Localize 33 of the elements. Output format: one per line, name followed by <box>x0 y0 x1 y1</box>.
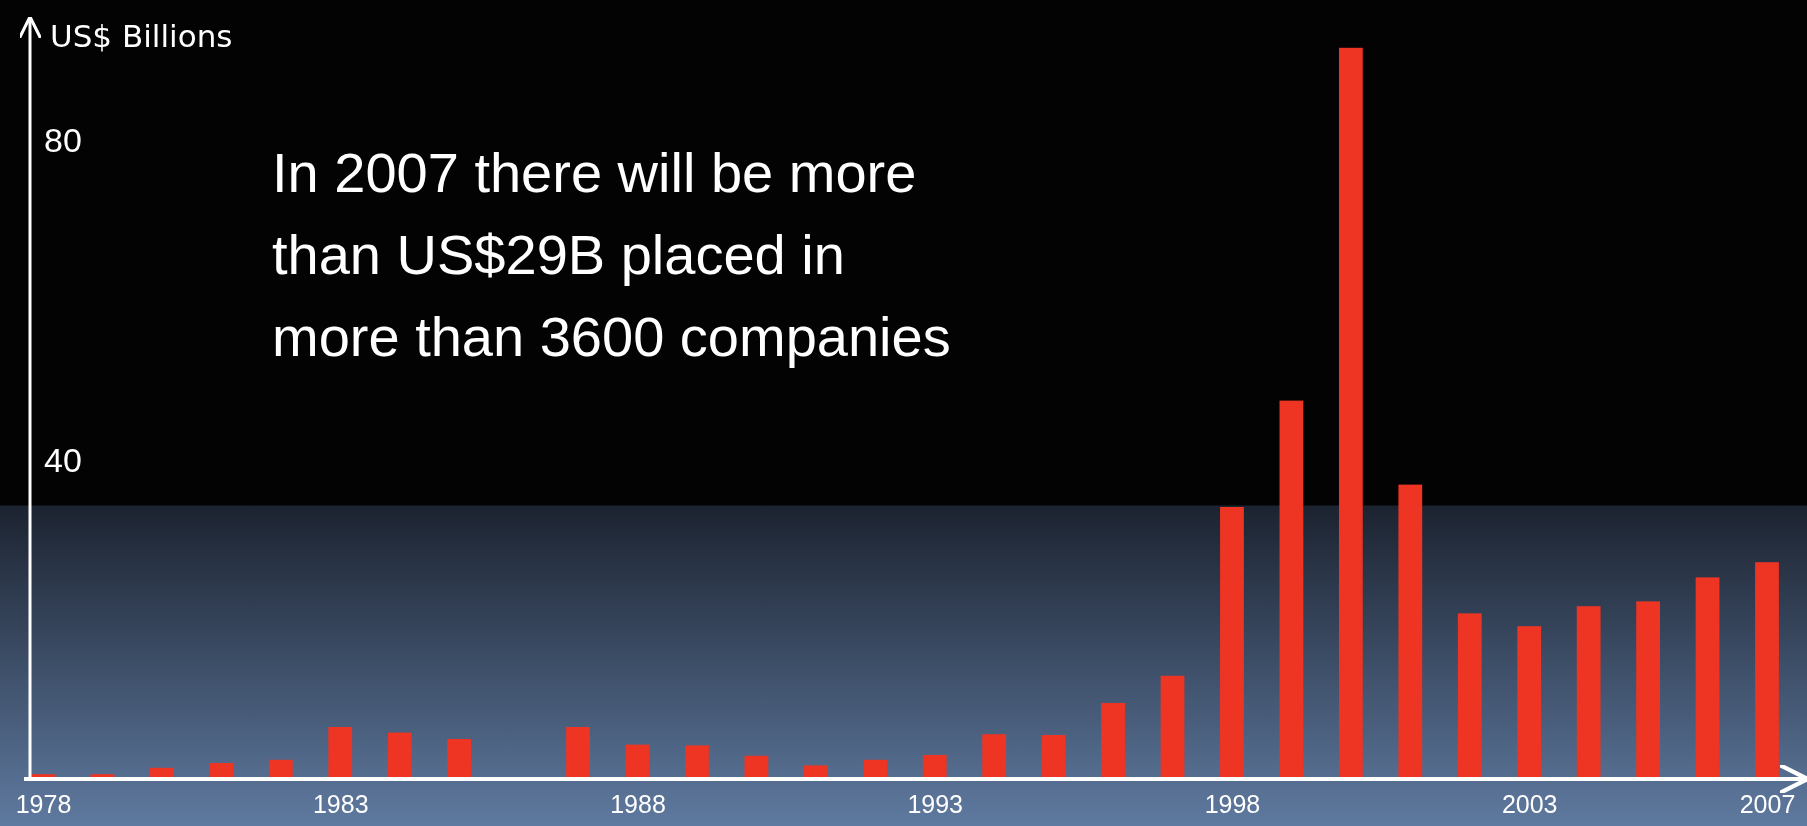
y-axis-title: US$ Billions <box>50 18 233 54</box>
bar <box>1517 626 1542 779</box>
bar <box>1695 577 1720 779</box>
annotation: In 2007 there will be more than US$29B placed in more than 3600 companies <box>272 141 951 368</box>
bar <box>328 727 353 779</box>
y-tick-label: 40 <box>44 440 82 479</box>
bar <box>566 727 590 779</box>
bar <box>1279 400 1304 779</box>
bar <box>1636 601 1660 779</box>
bar <box>387 732 412 779</box>
bar <box>1457 613 1482 779</box>
bar <box>744 755 769 779</box>
x-tick-label: 1978 <box>15 789 72 818</box>
bar <box>447 739 472 779</box>
bar <box>1576 606 1601 779</box>
x-tick-label: 1983 <box>312 789 369 818</box>
bar <box>685 745 709 779</box>
bar <box>922 755 947 779</box>
x-tick-label: 1993 <box>907 789 964 818</box>
bar <box>1041 735 1066 779</box>
bar <box>1338 47 1363 779</box>
bar <box>625 744 650 779</box>
x-tick-label: 2003 <box>1501 789 1558 818</box>
x-tick-label: 1988 <box>610 789 666 818</box>
bar <box>1398 484 1423 779</box>
y-tick-label: 80 <box>44 120 82 159</box>
bar <box>1101 703 1125 779</box>
x-tick-label: 1998 <box>1204 789 1261 818</box>
bar <box>1755 562 1779 779</box>
bar <box>1220 507 1244 779</box>
bar <box>1160 675 1185 779</box>
x-tick-label: 2007 <box>1739 789 1796 818</box>
bar <box>982 734 1007 779</box>
